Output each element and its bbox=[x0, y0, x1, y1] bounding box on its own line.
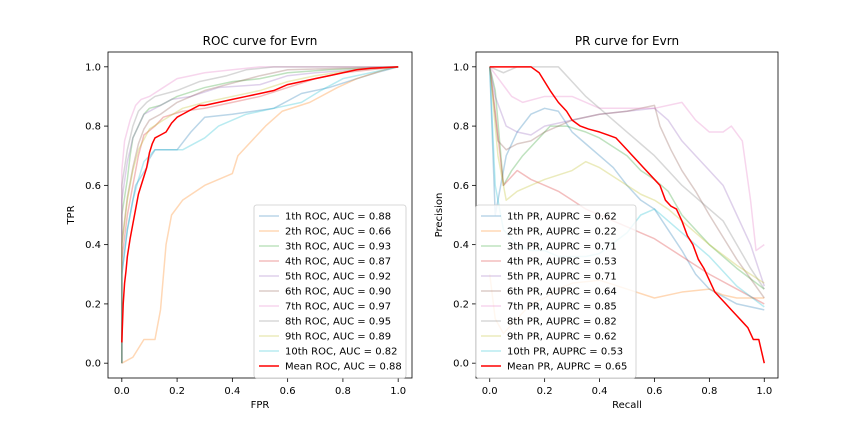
pr-legend-label: 8th PR, AUPRC = 0.82 bbox=[507, 317, 617, 328]
pr-legend-label: 3th PR, AUPRC = 0.71 bbox=[507, 242, 617, 253]
pr-curve-3th-pr bbox=[488, 66, 765, 290]
roc-legend-label: 3th ROC, AUC = 0.93 bbox=[285, 242, 391, 253]
roc-panel: ROC curve for Evrn 0.0 0.0 0.2 0.2 0.4 0.4 0.6 0… bbox=[66, 34, 413, 411]
pr-y-tick-label: 0.4 bbox=[453, 240, 469, 251]
roc-legend-label: 1th ROC, AUC = 0.88 bbox=[285, 212, 391, 223]
roc-curve-6th-roc bbox=[121, 66, 399, 364]
pr-x-tick-label: 0.2 bbox=[537, 386, 553, 397]
roc-legend-label: 7th ROC, AUC = 0.97 bbox=[285, 302, 391, 313]
roc-y-tick-label: 0.0 bbox=[85, 359, 101, 370]
pr-x-tick-label: 0.4 bbox=[592, 386, 608, 397]
pr-y-tick-label: 0.8 bbox=[453, 122, 469, 133]
roc-curve-mean-roc bbox=[121, 66, 399, 343]
pr-legend-label: 1th PR, AUPRC = 0.62 bbox=[507, 212, 617, 223]
roc-x-axis-label: FPR bbox=[251, 400, 270, 411]
roc-curves bbox=[121, 66, 399, 364]
pr-curve-6th-pr bbox=[488, 66, 765, 299]
roc-legend: 1th ROC, AUC = 0.88 2th ROC, AUC = 0.66 3t… bbox=[253, 204, 407, 379]
roc-legend-label: 8th ROC, AUC = 0.95 bbox=[285, 317, 391, 328]
pr-chart-title: PR curve for Evrn bbox=[575, 34, 679, 48]
pr-curve-7th-pr bbox=[489, 66, 765, 252]
roc-legend-label: Mean ROC, AUC = 0.88 bbox=[285, 362, 402, 373]
roc-y-axis-label: TPR bbox=[66, 205, 77, 225]
pr-legend-label: 10th PR, AUPRC = 0.53 bbox=[507, 347, 623, 358]
pr-curve-5th-pr bbox=[488, 66, 765, 287]
roc-x-tick-label: 0.8 bbox=[335, 386, 351, 397]
pr-legend-label: 5th PR, AUPRC = 0.71 bbox=[507, 272, 617, 283]
pr-y-tick-label: 0.0 bbox=[453, 359, 469, 370]
roc-x-tick-label: 0.2 bbox=[169, 386, 185, 397]
roc-x-tick-label: 0.6 bbox=[280, 386, 296, 397]
pr-legend-label: 2th PR, AUPRC = 0.22 bbox=[507, 227, 617, 238]
pr-legend-label: 6th PR, AUPRC = 0.64 bbox=[507, 287, 617, 298]
pr-curve-mean-pr bbox=[489, 66, 766, 364]
roc-legend-box bbox=[253, 204, 407, 379]
roc-curve-8th-roc bbox=[121, 66, 399, 364]
roc-curve-1th-roc bbox=[121, 66, 399, 364]
pr-x-tick-label: 0.0 bbox=[482, 386, 498, 397]
pr-curve-8th-pr bbox=[489, 66, 765, 290]
pr-x-tick-label: 0.8 bbox=[701, 386, 717, 397]
pr-y-tick-label: 0.2 bbox=[453, 299, 469, 310]
roc-curve-3th-roc bbox=[121, 66, 399, 364]
pr-y-tick-label: 1.0 bbox=[453, 62, 469, 73]
pr-panel: PR curve for Evrn 0.0 0.0 0.2 0.2 0.4 0.4 0.6 0.… bbox=[434, 34, 779, 411]
pr-y-axis-label: Precision bbox=[434, 193, 445, 238]
roc-curve-10th-roc bbox=[121, 66, 399, 364]
roc-curve-7th-roc bbox=[121, 66, 399, 364]
pr-legend-box bbox=[475, 204, 637, 379]
pr-legend: 1th PR, AUPRC = 0.62 2th PR, AUPRC = 0.22… bbox=[475, 204, 637, 379]
roc-y-tick-label: 0.2 bbox=[85, 299, 101, 310]
pr-legend-label: 4th PR, AUPRC = 0.53 bbox=[507, 257, 617, 268]
roc-curve-5th-roc bbox=[121, 66, 399, 364]
roc-y-tick-label: 1.0 bbox=[85, 62, 101, 73]
pr-curves bbox=[488, 66, 766, 364]
roc-legend-label: 9th ROC, AUC = 0.89 bbox=[285, 332, 391, 343]
pr-curve-1th-pr bbox=[488, 66, 765, 311]
pr-legend-label: 7th PR, AUPRC = 0.85 bbox=[507, 302, 617, 313]
roc-x-tick-label: 1.0 bbox=[390, 386, 406, 397]
pr-x-axis-label: Recall bbox=[612, 400, 642, 411]
roc-legend-label: 2th ROC, AUC = 0.66 bbox=[285, 227, 391, 238]
roc-legend-label: 6th ROC, AUC = 0.90 bbox=[285, 287, 391, 298]
roc-legend-label: 5th ROC, AUC = 0.92 bbox=[285, 272, 391, 283]
roc-y-tick-label: 0.6 bbox=[85, 181, 101, 192]
pr-legend-label: Mean PR, AUPRC = 0.65 bbox=[507, 362, 627, 373]
roc-curve-2th-roc bbox=[121, 66, 399, 364]
roc-x-tick-label: 0.0 bbox=[114, 386, 130, 397]
roc-curve-9th-roc bbox=[121, 66, 399, 364]
roc-legend-label: 4th ROC, AUC = 0.87 bbox=[285, 257, 391, 268]
pr-curve-9th-pr bbox=[488, 66, 765, 284]
roc-y-tick-label: 0.4 bbox=[85, 240, 101, 251]
roc-legend-label: 10th ROC, AUC = 0.82 bbox=[285, 347, 397, 358]
roc-y-tick-label: 0.8 bbox=[85, 122, 101, 133]
roc-curve-4th-roc bbox=[121, 66, 399, 364]
pr-x-tick-label: 1.0 bbox=[756, 386, 772, 397]
pr-y-tick-label: 0.6 bbox=[453, 181, 469, 192]
roc-x-tick-label: 0.4 bbox=[224, 386, 240, 397]
pr-x-tick-label: 0.6 bbox=[647, 386, 663, 397]
pr-legend-label: 9th PR, AUPRC = 0.62 bbox=[507, 332, 617, 343]
roc-chart-title: ROC curve for Evrn bbox=[203, 34, 318, 48]
